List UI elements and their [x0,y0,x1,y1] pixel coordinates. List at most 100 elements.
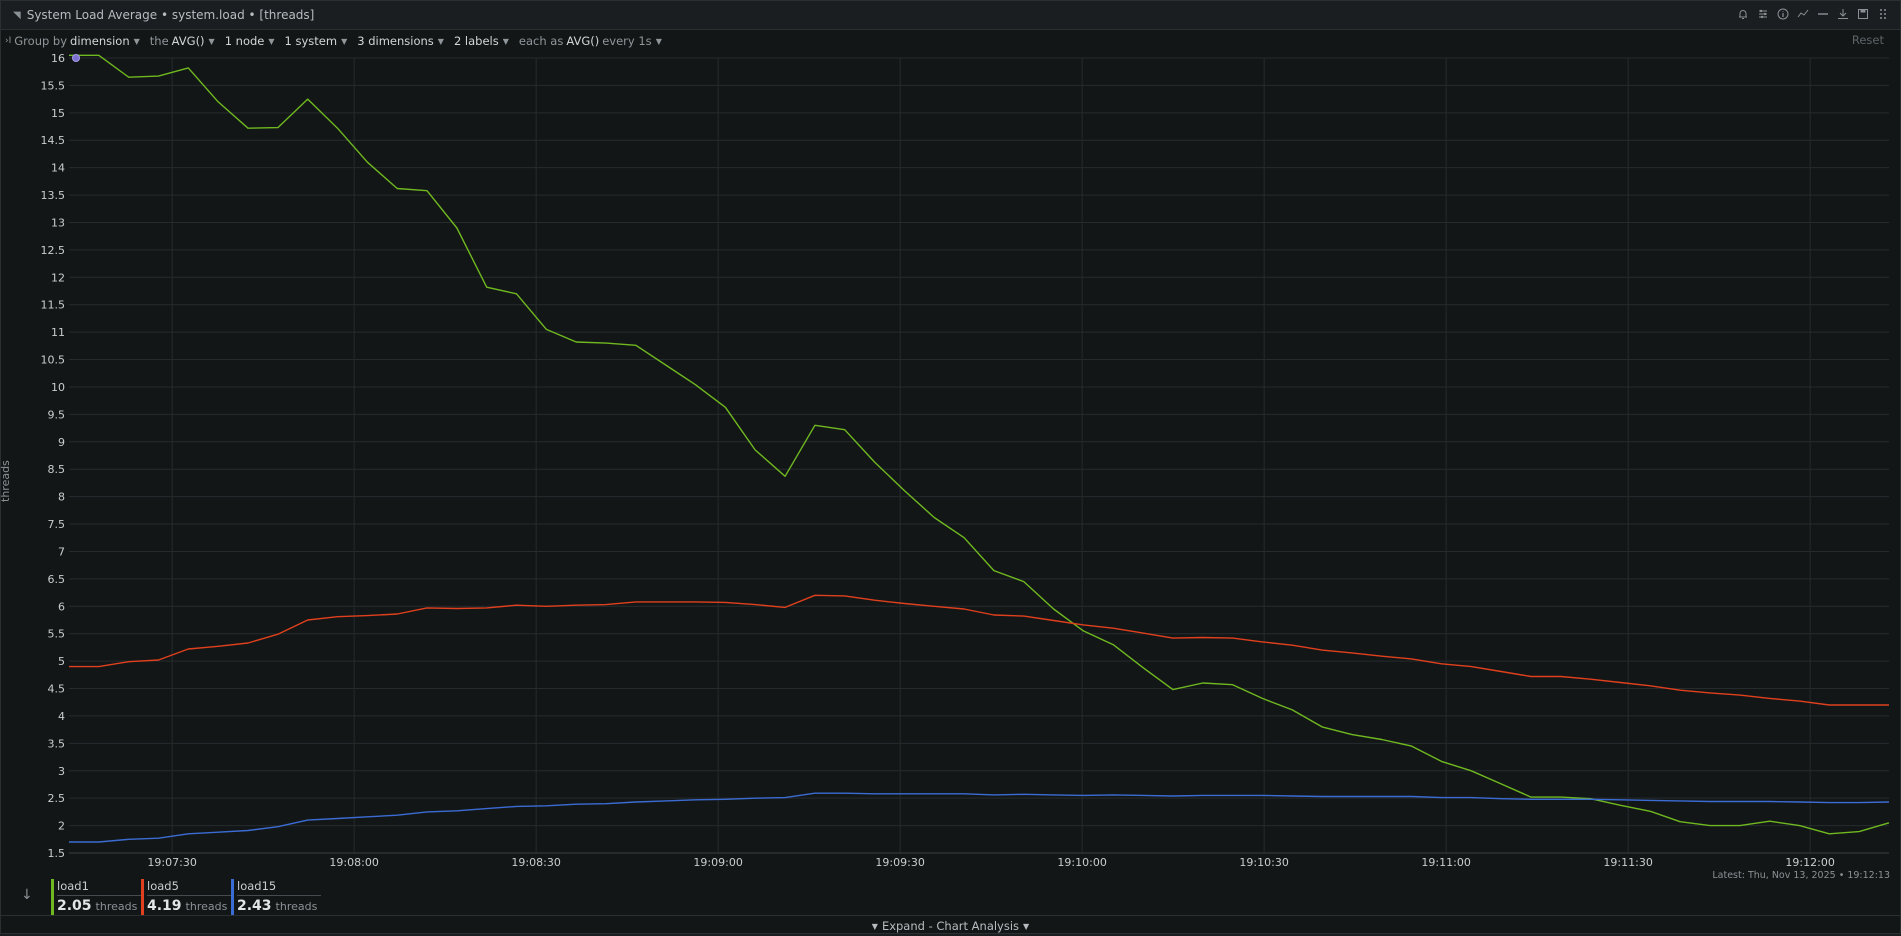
y-tick-label: 6 [58,600,65,613]
y-tick-label: 8.5 [48,463,66,476]
aggregation-value: AVG() [171,34,205,48]
group-by-label: Group by [14,34,68,48]
legend-name: load1 [57,879,89,893]
x-tick-label: 19:11:00 [1421,856,1470,867]
chart-title: ◥ System Load Average • system.load • [t… [13,8,314,22]
legend-value: 4.19 threads [147,898,231,914]
legend-name: load15 [237,879,277,893]
expand-filters-icon[interactable]: ›I [5,36,12,46]
info-icon[interactable] [1776,7,1790,21]
x-tick-label: 19:08:00 [329,856,378,867]
minimize-icon[interactable] [1816,7,1830,21]
reset-button[interactable]: Reset [1851,33,1884,47]
y-tick-label: 4.5 [48,683,66,696]
series-line-load5 [69,594,1889,706]
the-label: the [149,34,169,48]
y-tick-label: 2.5 [48,792,66,805]
legend-divider [57,895,141,896]
y-tick-label: 9 [58,436,65,449]
chevron-down-icon: ▼ [268,36,275,46]
legend: ↓ load1 2.05 threads load5 4.19 threads lo… [1,867,1900,917]
chevron-down-icon: ▼ [655,36,662,46]
legend-item-load1[interactable]: load1 2.05 threads [51,879,141,915]
y-tick-label: 1.5 [48,847,66,860]
y-tick-label: 5 [58,655,65,668]
y-tick-label: 10.5 [41,354,66,367]
systems-value: 1 system [284,34,338,48]
legend-color-swatch [141,879,144,915]
legend-color-swatch [231,879,234,915]
chart-area[interactable]: 1.5 2 2.5 3 3.5 4 4.5 5 5.5 6 6.5 7 7.5 8 8.5 9 9.5 10 10.… [0,52,1900,869]
chart-title-text: System Load Average • system.load • [thr… [26,8,315,22]
x-tick-label: 19:12:00 [1785,856,1834,867]
legend-value-number: 2.05 [57,898,92,914]
y-tick-label: 14.5 [41,134,66,147]
x-tick-label: 19:07:30 [147,856,196,867]
labels-value: 2 labels [453,34,499,48]
download-icon[interactable] [1836,7,1850,21]
expand-label: Expand - Chart Analysis [881,919,1020,933]
y-tick-label: 7 [58,545,65,558]
legend-divider [147,895,231,896]
y-tick-label: 15.5 [41,79,66,92]
y-tick-label: 11.5 [41,299,66,312]
legend-unit: threads [185,900,228,913]
y-tick-label: 13 [51,216,65,229]
y-tick-label: 2 [58,820,65,833]
y-tick-label: 12.5 [41,244,66,257]
legend-value: 2.05 threads [57,898,141,914]
chevron-down-icon: ▼ [437,36,444,46]
y-tick-label: 10 [51,381,65,394]
y-tick-label: 12 [51,271,65,284]
each-as-value: AVG() [566,34,600,48]
filter-icon[interactable] [1756,7,1770,21]
y-tick-label: 15 [51,107,65,120]
chart-type-icon[interactable] [1796,7,1810,21]
series-line-load1 [69,54,1890,835]
dimensions-selector[interactable]: 3 dimensions ▼ [357,34,444,48]
drag-icon[interactable] [1876,7,1890,21]
y-tick-label: 3.5 [48,737,66,750]
legend-value: 2.43 threads [237,898,321,914]
legend-item-load15[interactable]: load15 2.43 threads [231,879,321,915]
chart-actions [1736,7,1890,21]
legend-value-number: 4.19 [147,898,182,914]
legend-divider [237,895,321,896]
annotation-marker-icon [72,54,80,62]
x-tick-label: 19:10:00 [1057,856,1106,867]
bell-icon[interactable] [1736,7,1750,21]
legend-unit: threads [275,900,318,913]
chevron-down-icon: ▼ [208,36,215,46]
each-as-label: each as [518,34,564,48]
y-tick-label: 14 [51,162,65,175]
x-tick-label: 19:10:30 [1239,856,1288,867]
filter-bar: ›I Group by dimension ▼ the AVG() ▼ 1 no… [1,30,1900,52]
line-chart[interactable]: 1.5 2 2.5 3 3.5 4 4.5 5 5.5 6 6.5 7 7.5 8 8.5 9 9.5 10 10.… [1,52,1900,869]
y-tick-label: 4 [58,710,65,723]
aggregation-selector[interactable]: the AVG() ▼ [150,34,215,48]
nodes-value: 1 node [224,34,265,48]
chart-grip-icon: ◥ [13,9,21,21]
chevron-down-icon: ▼ [133,36,140,46]
save-icon[interactable] [1856,7,1870,21]
series-line-load15 [69,792,1890,843]
legend-value-number: 2.43 [237,898,272,914]
nodes-selector[interactable]: 1 node ▼ [225,34,275,48]
x-tick-label: 19:09:00 [693,856,742,867]
labels-selector[interactable]: 2 labels ▼ [454,34,509,48]
arrow-down-icon[interactable]: ↓ [21,887,33,903]
y-tick-label: 11 [51,326,65,339]
systems-selector[interactable]: 1 system ▼ [285,34,348,48]
y-axis-label: threads [0,460,12,502]
expand-chart-analysis-button[interactable]: ▼ Expand - Chart Analysis ▼ [1,915,1900,936]
dimensions-value: 3 dimensions [357,34,434,48]
group-by-selector[interactable]: ›I Group by dimension ▼ [5,34,140,48]
legend-item-load5[interactable]: load5 4.19 threads [141,879,231,915]
y-tick-label: 8 [58,491,65,504]
y-tick-label: 5.5 [48,628,66,641]
legend-name: load5 [147,879,179,893]
time-aggregation-selector[interactable]: each as AVG() every 1s ▼ [519,34,662,48]
chevron-down-icon: ▼ [341,36,348,46]
y-tick-label: 13.5 [41,189,66,202]
chevron-down-icon: ▼ [1023,921,1030,931]
